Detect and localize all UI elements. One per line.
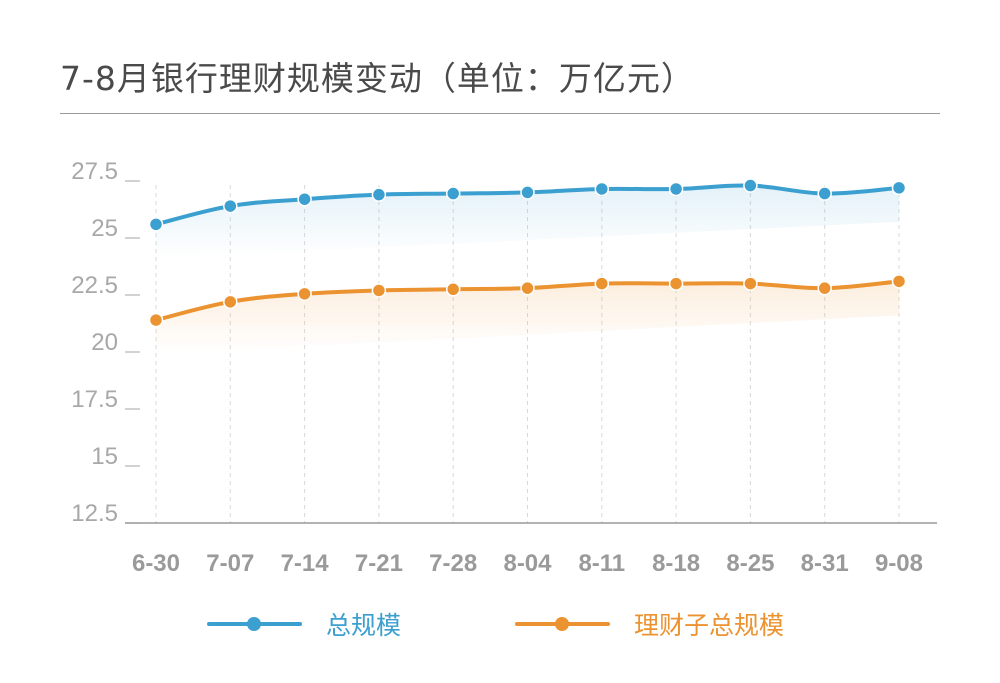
data-point bbox=[371, 187, 387, 202]
x-tick-label: 8-11 bbox=[578, 550, 625, 577]
data-point bbox=[817, 186, 832, 201]
data-point bbox=[743, 178, 758, 193]
x-tick-label: 8-25 bbox=[726, 550, 774, 577]
data-point bbox=[371, 283, 387, 298]
x-tick-label: 9-08 bbox=[875, 550, 923, 577]
data-point bbox=[445, 186, 461, 201]
data-point bbox=[594, 276, 610, 291]
y-tick-label: 20 bbox=[91, 329, 118, 356]
y-tick-label: 27.5 bbox=[71, 158, 118, 185]
x-tick-label: 7-28 bbox=[429, 550, 477, 577]
data-point bbox=[594, 181, 610, 197]
axes bbox=[125, 180, 937, 524]
x-tick-label: 7-14 bbox=[281, 550, 330, 577]
x-tick-label: 7-07 bbox=[206, 550, 254, 577]
x-tick-label: 7-21 bbox=[355, 550, 403, 577]
y-tick-label: 12.5 bbox=[71, 500, 118, 527]
series-fill-0 bbox=[156, 185, 899, 259]
data-point bbox=[297, 286, 312, 302]
y-tick-label: 22.5 bbox=[71, 272, 118, 299]
data-point bbox=[668, 181, 684, 197]
x-tick-label: 8-18 bbox=[652, 550, 700, 577]
x-tick-label: 8-31 bbox=[801, 550, 849, 577]
legend-label-total: 总规模 bbox=[326, 611, 402, 640]
data-point bbox=[668, 276, 684, 291]
data-point bbox=[297, 191, 312, 207]
series-fill-1 bbox=[156, 281, 899, 355]
data-point bbox=[817, 280, 832, 296]
legend-swatch-wmp bbox=[515, 604, 610, 644]
legend-item-wmp: 理财子总规模 bbox=[515, 604, 784, 644]
x-tick-label: 6-30 bbox=[132, 550, 180, 577]
data-point bbox=[520, 280, 535, 296]
data-point bbox=[223, 198, 238, 214]
data-point bbox=[520, 185, 535, 200]
data-point bbox=[148, 312, 164, 328]
legend-label-wmp: 理财子总规模 bbox=[634, 611, 785, 640]
x-tick-label: 8-04 bbox=[503, 550, 552, 577]
series-fills bbox=[156, 185, 899, 355]
line-chart: 12.5 15 17.5 20 22.5 25 27.5 6-30 7-07 7-14 7-21 7-… bbox=[71, 158, 937, 577]
title-divider bbox=[60, 113, 940, 114]
y-tick-label: 15 bbox=[91, 443, 118, 470]
data-point bbox=[891, 180, 907, 196]
series bbox=[148, 178, 907, 328]
legend-swatch-total bbox=[207, 604, 302, 644]
legend-item-total: 总规模 bbox=[207, 604, 401, 644]
y-tick-label: 25 bbox=[91, 215, 118, 242]
data-point bbox=[148, 217, 164, 232]
y-tick-label: 17.5 bbox=[71, 386, 118, 413]
tick-labels: 12.5 15 17.5 20 22.5 25 27.5 6-30 7-07 7-14 7-21 7-… bbox=[71, 158, 923, 577]
data-point bbox=[445, 282, 461, 297]
data-point bbox=[891, 274, 907, 289]
data-point bbox=[743, 276, 758, 291]
data-point bbox=[223, 294, 238, 310]
chart-title: 7-8月银行理财规模变动（单位：万亿元） bbox=[60, 59, 695, 98]
